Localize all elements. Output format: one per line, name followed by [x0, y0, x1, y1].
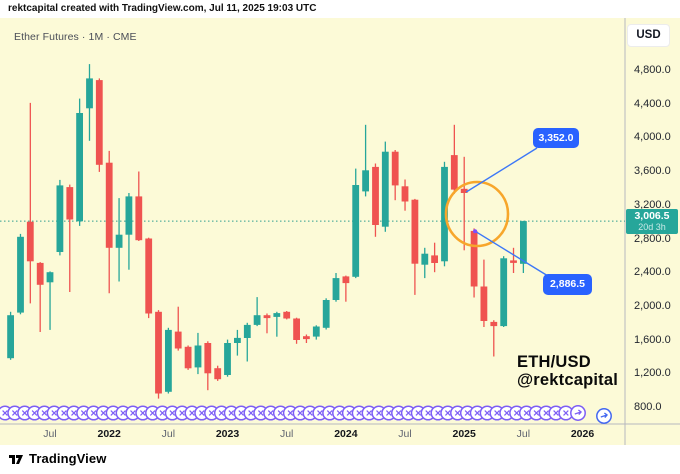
- price-tick-label: 4,800.0: [634, 64, 671, 76]
- callout-line-low: [474, 230, 549, 277]
- candle-Aug-2021: [56, 179, 64, 256]
- candle-Feb-2025: [470, 228, 478, 298]
- tradingview-logo[interactable]: TradingView: [8, 451, 106, 466]
- candle-Feb-2023: [234, 329, 241, 356]
- attribution-header: rektcapital created with TradingView.com…: [0, 0, 680, 18]
- callout-anchor-dot: [473, 229, 478, 234]
- price-tick-label: 1,200.0: [634, 367, 671, 380]
- price-callout-badge-high[interactable]: 3,352.0: [533, 128, 579, 148]
- candle-Jul-2024: [401, 179, 409, 211]
- chart-area[interactable]: Ether Futures · 1M · CME USD 4,800.0 4,40…: [0, 18, 680, 445]
- candle-Jan-2023: [224, 339, 231, 377]
- price-tick-label: 2,800.0: [634, 232, 671, 245]
- candle-Jun-2024: [391, 150, 399, 201]
- candle-Oct-2021: [76, 98, 83, 226]
- bar-countdown: 20d 3h: [638, 222, 666, 232]
- tradingview-logo-icon: [9, 454, 23, 464]
- candle-Jun-2022: [155, 310, 162, 399]
- price-tick-label: 3,600.0: [634, 165, 671, 178]
- time-tick-label: Jul: [161, 428, 176, 440]
- currency-button[interactable]: USD: [627, 24, 670, 47]
- chart-watermark: ETH/USD @rektcapital: [517, 353, 619, 389]
- candle-Feb-2022: [115, 198, 123, 282]
- candle-Jun-2025: [510, 247, 517, 273]
- tradingview-logo-text: TradingView: [29, 451, 107, 466]
- candle-Jan-2022: [105, 150, 113, 294]
- candle-Sep-2024: [421, 247, 429, 279]
- price-tick-label: 4,400.0: [634, 97, 671, 110]
- time-tick-label: 2025: [452, 428, 476, 440]
- candle-Apr-2025: [490, 320, 498, 357]
- current-price-label: 3,006.5: [634, 210, 670, 222]
- candle-Apr-2023: [253, 297, 261, 327]
- candle-May-2022: [145, 237, 153, 319]
- candle-Nov-2024: [441, 161, 448, 267]
- candle-Oct-2022: [194, 332, 202, 375]
- time-tick-label: Jul: [398, 428, 412, 440]
- candle-Nov-2021: [86, 64, 93, 141]
- arrow-in-circle-icon: [596, 408, 612, 424]
- candle-Dec-2021: [95, 78, 103, 172]
- candle-Mar-2022: [125, 193, 133, 270]
- highlight-circle[interactable]: [444, 180, 510, 248]
- time-tick-label: Jul: [516, 428, 531, 440]
- candle-Jul-2021: [46, 271, 54, 330]
- candle-Jul-2025: [520, 220, 527, 273]
- time-tick-label: 2022: [97, 428, 121, 440]
- watermark-handle: @rektcapital: [517, 370, 619, 389]
- candle-Aug-2024: [411, 198, 419, 295]
- callout-line-high: [465, 147, 538, 193]
- watermark-pair: ETH/USD: [517, 353, 591, 371]
- candle-Mar-2023: [243, 322, 251, 362]
- candle-May-2023: [263, 313, 271, 334]
- footer-bar: TradingView: [0, 445, 680, 474]
- time-tick-label: Jul: [279, 428, 294, 440]
- candle-Dec-2022: [214, 365, 222, 381]
- candle-Aug-2022: [174, 306, 182, 351]
- time-tick-label: 2026: [570, 428, 595, 440]
- candle-Feb-2024: [352, 168, 360, 279]
- candle-Mar-2024: [362, 124, 369, 197]
- current-price-badge: 3,006.5 20d 3h: [626, 209, 678, 234]
- candle-Jun-2023: [273, 311, 281, 337]
- candle-May-2024: [381, 141, 389, 232]
- candle-Dec-2024: [450, 124, 458, 194]
- candle-Apr-2022: [135, 171, 143, 241]
- candle-Nov-2023: [322, 298, 330, 330]
- time-tick-label: Jul: [43, 428, 57, 440]
- candle-May-2021: [26, 102, 34, 304]
- price-tick-label: 2,000.0: [634, 299, 671, 312]
- price-callout-badge-low[interactable]: 2,886.5: [543, 274, 592, 295]
- candle-Jun-2021: [36, 262, 44, 332]
- arrow-in-circle-icon: [570, 405, 586, 421]
- time-tick-label: 2023: [215, 428, 240, 440]
- candle-Apr-2021: [17, 233, 24, 315]
- price-tick-label: 4,000.0: [634, 131, 671, 144]
- time-tick-label: 2024: [334, 428, 358, 440]
- candle-Sep-2022: [184, 345, 192, 370]
- price-tick-label: 800.0: [634, 401, 662, 413]
- attribution-text: rektcapital created with TradingView.com…: [8, 3, 317, 14]
- symbol-title: Ether Futures · 1M · CME: [14, 31, 137, 43]
- price-tick-label: 1,600.0: [634, 333, 671, 346]
- candle-May-2025: [500, 256, 508, 327]
- price-tick-label: 2,400.0: [634, 266, 671, 279]
- candle-Nov-2022: [204, 341, 212, 391]
- candle-Mar-2021: [7, 311, 14, 360]
- candle-Oct-2023: [312, 325, 320, 340]
- candle-Jul-2022: [165, 327, 172, 394]
- candle-Dec-2023: [332, 273, 340, 302]
- price-tick-label: 3,200.0: [634, 198, 671, 211]
- candle-Jan-2025: [460, 156, 468, 251]
- candle-Jan-2024: [342, 275, 350, 302]
- candle-Aug-2023: [293, 317, 300, 344]
- candle-Apr-2024: [372, 163, 379, 237]
- candle-Mar-2025: [480, 259, 488, 327]
- candle-Oct-2024: [431, 242, 438, 273]
- candle-Sep-2021: [66, 184, 74, 292]
- chart-canvas[interactable]: [0, 18, 680, 445]
- candle-Sep-2023: [303, 334, 310, 343]
- candle-Jul-2023: [283, 311, 291, 320]
